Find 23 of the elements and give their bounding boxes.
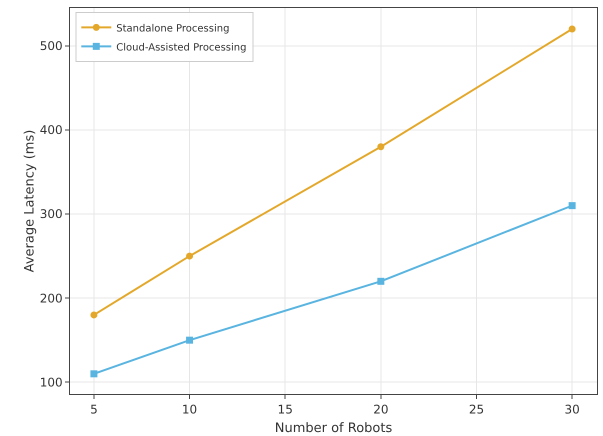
point (568, 26, 576, 33)
legend-label: Cloud-Assisted Processing (116, 42, 246, 54)
y-tick-label: 100 (40, 375, 63, 390)
x-tick-label: 20 (373, 402, 388, 416)
x-tick-label: 25 (468, 402, 484, 416)
point (186, 252, 194, 260)
y-axis-title: Average Latency (ms) (22, 130, 38, 272)
x-tick-label: 10 (182, 402, 198, 416)
x-axis-title: Number of Robots (274, 421, 392, 436)
x-tick-label: 15 (278, 402, 293, 416)
y-tick-label: 500 (40, 39, 63, 54)
point (377, 278, 384, 285)
point (377, 143, 384, 150)
y-tick-label: 200 (40, 291, 63, 306)
point (90, 311, 98, 318)
legend-label: Standalone Processing (116, 23, 230, 34)
x-tick-label: 30 (564, 402, 580, 416)
y-tick-label: 300 (40, 207, 63, 222)
x-tick-label: 5 (90, 402, 98, 416)
point (186, 336, 194, 344)
point (568, 202, 576, 210)
y-tick-label: 400 (40, 123, 63, 138)
point (90, 370, 98, 378)
